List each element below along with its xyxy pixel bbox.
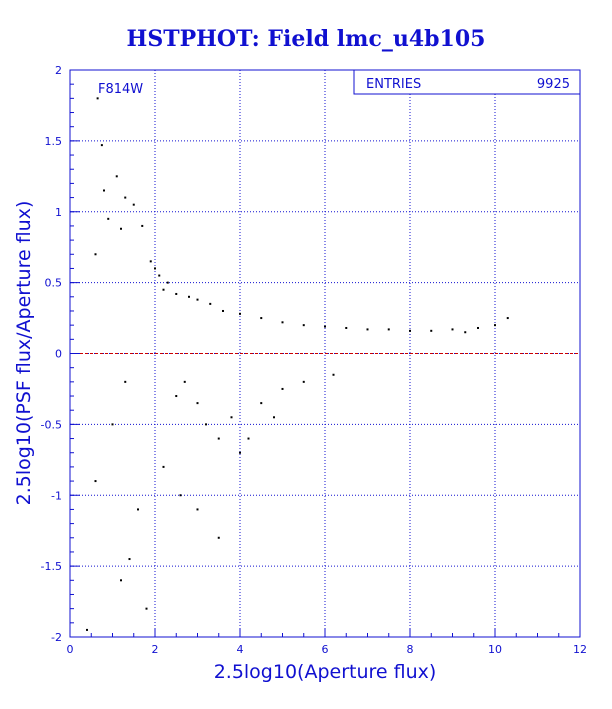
y-tick-label: -0.5 — [41, 418, 62, 431]
data-point — [430, 329, 433, 332]
data-point — [196, 402, 199, 405]
data-point — [100, 144, 103, 147]
x-tick-label: 2 — [152, 643, 159, 656]
data-point — [451, 328, 454, 331]
data-point — [132, 203, 135, 206]
y-axis-label: 2.5log10(PSF flux/Aperture flux) — [13, 201, 35, 506]
data-point — [260, 317, 263, 320]
data-point — [96, 97, 99, 100]
data-point — [302, 324, 305, 327]
data-point — [111, 423, 114, 426]
data-point — [205, 423, 207, 426]
data-point — [506, 317, 509, 320]
data-point — [124, 380, 127, 383]
data-point — [162, 288, 165, 291]
data-point — [239, 312, 241, 315]
data-point — [162, 465, 165, 468]
data-point — [154, 267, 156, 270]
data-point — [324, 325, 326, 328]
data-point — [332, 373, 335, 376]
x-axis-label: 2.5log10(Aperture flux) — [214, 661, 437, 683]
data-point — [86, 628, 88, 631]
data-point — [141, 224, 144, 227]
x-tick-label: 0 — [67, 643, 74, 656]
y-tick-label: 0 — [55, 348, 62, 361]
axis-ticks: 0 2 4 6 8 10 12 -2 -1.5 -1 -0.5 0 0.5 1 1.5 2 — [41, 64, 587, 656]
data-point — [409, 329, 411, 332]
data-point — [230, 416, 233, 419]
data-point — [366, 328, 369, 331]
x-tick-label: 12 — [573, 643, 587, 656]
data-point — [166, 281, 169, 284]
y-tick-label: -1.5 — [41, 560, 62, 573]
data-point — [145, 607, 148, 610]
y-tick-label: 1.5 — [45, 135, 63, 148]
stats-box: ENTRIES 9925 — [353, 69, 581, 95]
data-point — [103, 189, 105, 192]
data-point — [137, 508, 139, 511]
data-point — [494, 324, 496, 327]
x-tick-label: 4 — [237, 643, 244, 656]
stats-label: ENTRIES — [366, 77, 421, 92]
x-tick-label: 10 — [488, 643, 502, 656]
data-point — [281, 387, 284, 390]
data-point — [260, 402, 263, 405]
data-point — [94, 480, 97, 483]
data-point — [247, 437, 250, 440]
data-point — [209, 302, 212, 305]
data-point — [107, 217, 110, 220]
data-point — [217, 437, 220, 440]
data-points — [86, 97, 509, 631]
data-point — [175, 292, 178, 295]
data-point — [387, 328, 390, 331]
data-point — [149, 260, 152, 263]
data-point — [94, 253, 97, 256]
x-tick-label: 8 — [407, 643, 414, 656]
data-point — [179, 494, 182, 497]
data-point — [273, 416, 275, 419]
data-point — [464, 331, 467, 334]
data-point — [196, 508, 199, 511]
data-point — [175, 395, 178, 398]
y-tick-label: -1 — [51, 489, 62, 502]
y-tick-label: -2 — [51, 631, 62, 644]
data-point — [120, 579, 122, 582]
data-point — [120, 227, 122, 230]
data-point — [222, 309, 224, 312]
data-point — [124, 196, 127, 199]
data-point — [477, 326, 479, 329]
data-point — [188, 295, 190, 298]
data-point — [158, 274, 161, 277]
chart-title: HSTPHOT: Field lmc_u4b105 — [127, 26, 486, 52]
filter-annotation: F814W — [98, 82, 143, 97]
stats-value: 9925 — [537, 77, 570, 92]
stats-frame — [353, 69, 581, 95]
data-point — [345, 326, 348, 329]
data-point — [239, 451, 241, 454]
data-point — [183, 380, 186, 383]
data-point — [196, 298, 199, 301]
data-point — [281, 321, 284, 324]
y-tick-label: 2 — [55, 64, 62, 77]
data-point — [128, 558, 131, 561]
data-point — [217, 536, 220, 539]
x-tick-label: 6 — [322, 643, 329, 656]
data-point — [302, 380, 305, 383]
data-point — [115, 175, 118, 178]
y-tick-label: 1 — [55, 206, 62, 219]
y-tick-label: 0.5 — [45, 277, 63, 290]
